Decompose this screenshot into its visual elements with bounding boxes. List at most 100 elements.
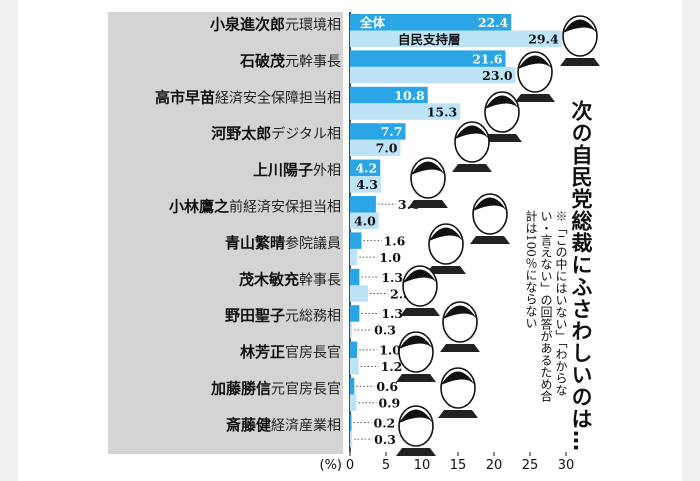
- category-label: 石破茂元幹事長: [239, 52, 341, 70]
- portrait-body: [470, 236, 510, 244]
- category-name: 野田聖子: [225, 307, 285, 325]
- portrait-hair: [485, 95, 519, 109]
- category-label: 小林鷹之前経済安保担当相: [169, 198, 341, 216]
- category-name: 石破茂: [239, 52, 285, 70]
- value-label-ldp: 0.3: [374, 432, 396, 447]
- value-label-overall: 22.4: [478, 15, 509, 30]
- portrait-hair: [403, 269, 437, 283]
- category-title: 元総務相: [285, 309, 341, 325]
- portrait-body: [400, 308, 440, 316]
- category-name: 小泉進次郎: [210, 16, 285, 34]
- portrait-hair: [443, 305, 477, 319]
- portrait-hair: [399, 335, 433, 349]
- x-tick-label: 5: [382, 458, 390, 473]
- bar-overall: [350, 86, 428, 104]
- category-name: 茂木敏充: [239, 270, 299, 288]
- bar-ldp-supporters: [350, 103, 461, 120]
- bar-overall: [350, 50, 506, 67]
- bar-overall: [350, 232, 362, 249]
- category-name: 斎藤健: [226, 416, 271, 434]
- value-label-overall: 7.7: [381, 124, 403, 139]
- portrait-body: [560, 58, 600, 66]
- category-title: 元官房長官: [271, 382, 341, 398]
- portrait-body: [396, 374, 436, 382]
- portrait-hair: [563, 19, 597, 33]
- portrait-body: [452, 164, 492, 172]
- category-label: 茂木敏充幹事長: [239, 270, 341, 288]
- value-label-ldp: 29.4: [528, 32, 559, 47]
- bar-ldp-supporters: [350, 248, 358, 266]
- bar-overall: [350, 123, 406, 140]
- category-name: 林芳正: [240, 343, 285, 361]
- category-name: 小林鷹之: [169, 198, 229, 216]
- portrait-body: [438, 410, 478, 418]
- bar-ldp-supporters: [350, 321, 353, 339]
- bar-ldp-supporters: [350, 139, 401, 157]
- value-label-overall: 4.2: [355, 161, 377, 176]
- value-label-ldp: 1.0: [379, 250, 401, 265]
- category-label: 斎藤健経済産業相: [226, 416, 341, 434]
- value-label-ldp: 4.3: [356, 177, 378, 192]
- portrait-hair: [455, 125, 489, 139]
- x-tick-label: 0: [346, 458, 354, 473]
- value-label-ldp: 0.9: [378, 396, 400, 411]
- category-title: 前経済安保担当相: [229, 199, 341, 216]
- value-label-overall: 1.3: [381, 270, 403, 285]
- bar-overall: [350, 159, 381, 177]
- portrait-hair: [473, 197, 507, 211]
- portrait-body: [482, 134, 522, 142]
- category-label: 上川陽子外相: [253, 161, 341, 179]
- value-label-overall: 21.6: [472, 51, 503, 66]
- x-tick-label: 25: [522, 458, 539, 473]
- category-name: 河野太郎: [211, 125, 271, 143]
- value-label-ldp: 7.0: [376, 141, 398, 156]
- bar-ldp-supporters: [350, 66, 516, 84]
- category-name: 高市早苗: [155, 88, 215, 106]
- category-title: 外相: [313, 163, 341, 179]
- category-title: 官房長官: [285, 345, 341, 361]
- portrait-hair: [411, 161, 445, 175]
- value-label-overall: 0.6: [376, 379, 398, 394]
- x-tick-label: 30: [558, 458, 575, 473]
- category-name: 上川陽子: [253, 161, 313, 179]
- category-title: 経済安全保障担当相: [215, 89, 341, 106]
- value-label-ldp: 0.3: [374, 323, 396, 338]
- x-tick-label: 10: [414, 458, 431, 473]
- category-label: 加藤勝信元官房長官: [210, 380, 341, 398]
- portrait-hair: [518, 55, 552, 69]
- category-title: 元幹事長: [285, 53, 341, 70]
- chart-title: 次の自民党総裁にふさわしいのは…: [569, 100, 593, 452]
- value-label-ldp: 4.0: [354, 214, 376, 229]
- x-tick-label: 15: [450, 458, 467, 473]
- category-title: 元環境相: [285, 18, 341, 34]
- category-title: 経済産業相: [271, 418, 341, 434]
- value-label-overall: 10.8: [394, 88, 425, 103]
- category-title: 参院議員: [285, 235, 341, 252]
- category-label: 高市早苗経済安全保障担当相: [155, 88, 341, 106]
- label-panel: [108, 12, 343, 454]
- value-label-ldp: 15.3: [427, 104, 457, 119]
- portrait-hair: [429, 227, 463, 241]
- category-title: 幹事長: [299, 271, 341, 288]
- bar-ldp-supporters: [350, 394, 357, 411]
- category-label: 河野太郎デジタル相: [211, 125, 341, 143]
- x-axis-unit: (%): [320, 458, 343, 473]
- portrait-body: [426, 266, 466, 274]
- bar-overall: [350, 14, 512, 31]
- bar-overall: [350, 268, 360, 286]
- series-label-ldp: 自民支持層: [398, 32, 461, 47]
- bar-ldp-supporters: [350, 30, 562, 47]
- bar-ldp-supporters: [350, 358, 359, 375]
- bar-ldp-supporters: [350, 285, 368, 302]
- portrait-body: [408, 200, 448, 208]
- category-label: 小泉進次郎元環境相: [210, 16, 341, 34]
- portrait-body: [440, 344, 480, 352]
- portrait-hair: [399, 409, 433, 423]
- category-title: デジタル相: [271, 126, 341, 143]
- bar-overall: [350, 196, 376, 213]
- bar-ldp-supporters: [350, 212, 379, 229]
- bar-overall: [350, 378, 355, 395]
- category-label: 林芳正官房長官: [240, 343, 341, 361]
- value-label-overall: 1.0: [379, 343, 401, 358]
